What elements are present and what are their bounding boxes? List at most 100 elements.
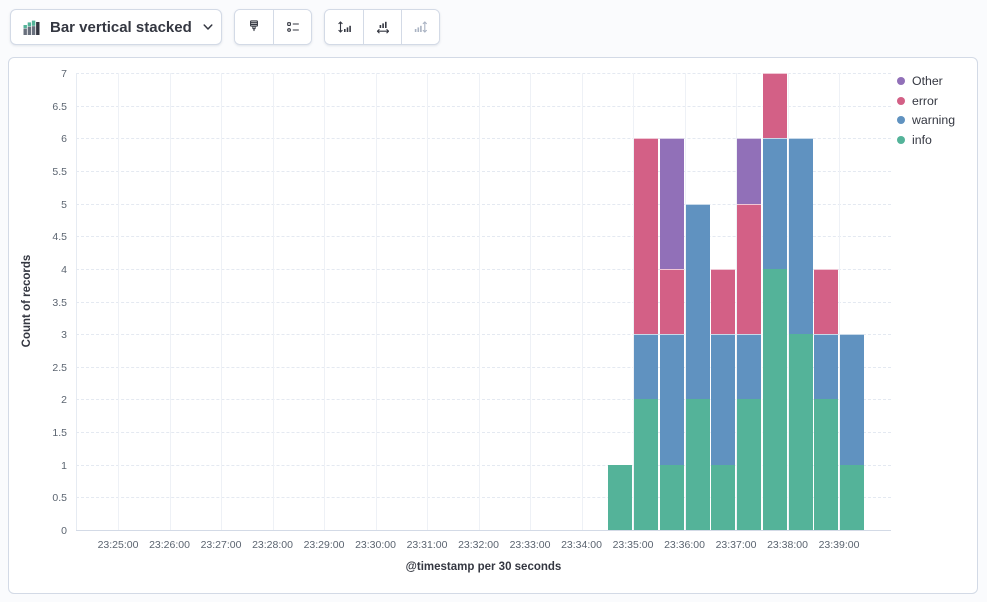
x-gridline bbox=[324, 73, 325, 530]
legend-label: Other bbox=[912, 74, 943, 88]
vertical-axis-icon bbox=[336, 19, 352, 35]
bar-segment-warning[interactable] bbox=[762, 138, 787, 269]
bar-segment-info[interactable] bbox=[788, 334, 813, 530]
y-tick-label: 6.5 bbox=[52, 100, 67, 113]
toolbar: Bar vertical stacked bbox=[10, 9, 440, 45]
x-tick-label: 23:34:00 bbox=[561, 539, 602, 551]
y-tick-label: 4 bbox=[61, 263, 67, 276]
style-button-group bbox=[234, 9, 312, 45]
legend-label: info bbox=[912, 132, 932, 147]
x-tick-label: 23:31:00 bbox=[406, 539, 448, 551]
bar-segment-error[interactable] bbox=[814, 268, 839, 335]
x-tick-label: 23:39:00 bbox=[818, 539, 860, 551]
legend-label: warning bbox=[912, 113, 956, 127]
x-gridline bbox=[684, 73, 686, 530]
legend-list-icon bbox=[285, 19, 301, 35]
y-gridline bbox=[76, 366, 891, 368]
legend-label: error bbox=[912, 93, 938, 108]
legend-settings-button[interactable] bbox=[273, 10, 311, 44]
visual-options-button[interactable] bbox=[235, 10, 273, 44]
bar-segment-info[interactable] bbox=[840, 464, 864, 530]
y-tick-label: 7 bbox=[61, 68, 67, 80]
x-axis-title: @timestamp per 30 seconds bbox=[405, 561, 562, 573]
bar-segment-warning[interactable] bbox=[711, 334, 736, 465]
chevron-down-icon bbox=[201, 20, 215, 34]
bar-segment-info[interactable] bbox=[711, 464, 736, 530]
legend-dot bbox=[897, 135, 905, 144]
y-tick-label: 0.5 bbox=[52, 492, 67, 505]
legend-dot bbox=[897, 96, 905, 105]
x-gridline bbox=[787, 73, 789, 530]
legend-item-info[interactable]: info bbox=[897, 133, 955, 147]
x-tick-label: 23:37:00 bbox=[715, 539, 757, 551]
right-axis-icon bbox=[413, 19, 429, 35]
x-tick-label: 23:38:00 bbox=[767, 539, 808, 551]
bar-segment-warning[interactable] bbox=[737, 334, 761, 400]
legend: Other error warning info bbox=[897, 74, 955, 152]
bar-segment-error[interactable] bbox=[634, 138, 658, 335]
bar-segment-warning[interactable] bbox=[814, 334, 839, 400]
y-gridline bbox=[76, 334, 891, 336]
bar-segment-info[interactable] bbox=[634, 399, 658, 530]
legend-item-warning[interactable]: warning bbox=[897, 113, 955, 127]
bar-segment-warning[interactable] bbox=[634, 334, 658, 400]
x-gridline bbox=[581, 73, 583, 530]
legend-dot bbox=[897, 116, 905, 124]
legend-item-error[interactable]: error bbox=[897, 94, 955, 108]
y-gridline bbox=[76, 301, 891, 303]
x-tick-label: 23:28:00 bbox=[252, 539, 293, 551]
bar-segment-info[interactable] bbox=[659, 464, 684, 530]
bar-segment-warning[interactable] bbox=[659, 334, 684, 465]
bar-segment-warning[interactable] bbox=[788, 138, 813, 335]
bar-segment-info[interactable] bbox=[762, 268, 787, 530]
bar-segment-error[interactable] bbox=[762, 73, 787, 139]
bar-segment-other[interactable] bbox=[737, 138, 761, 204]
x-gridline bbox=[839, 73, 840, 530]
stacked-bar-chart-icon bbox=[23, 18, 41, 36]
y-gridline bbox=[76, 73, 891, 74]
x-tick-label: 23:29:00 bbox=[303, 539, 345, 551]
y-tick-label: 1 bbox=[61, 459, 67, 472]
bar-segment-info[interactable] bbox=[608, 464, 633, 530]
y-tick-label: 4.5 bbox=[52, 231, 67, 244]
bar-segment-error[interactable] bbox=[659, 268, 684, 335]
x-axis-line bbox=[76, 530, 891, 531]
x-tick-label: 23:30:00 bbox=[355, 539, 396, 551]
chart-type-selector[interactable]: Bar vertical stacked bbox=[10, 9, 222, 45]
bar-segment-info[interactable] bbox=[814, 399, 839, 530]
x-gridline bbox=[736, 73, 737, 530]
horizontal-axis-icon bbox=[375, 19, 391, 35]
x-gridline bbox=[169, 73, 171, 530]
y-tick-label: 1.5 bbox=[52, 427, 67, 440]
bar-segment-error[interactable] bbox=[711, 268, 736, 335]
y-tick-label: 3.5 bbox=[52, 296, 67, 309]
x-gridline bbox=[478, 73, 480, 530]
y-gridline bbox=[76, 497, 891, 499]
y-gridline bbox=[76, 138, 891, 140]
y-tick-label: 2.5 bbox=[52, 361, 67, 374]
bar-segment-info[interactable] bbox=[737, 399, 761, 530]
y-tick-label: 3 bbox=[61, 329, 67, 342]
bar-segment-warning[interactable] bbox=[840, 334, 864, 465]
x-gridline bbox=[427, 73, 428, 530]
bar-segment-other[interactable] bbox=[659, 138, 684, 269]
x-gridline bbox=[118, 73, 119, 530]
right-axis-button[interactable] bbox=[401, 10, 439, 44]
left-axis-button[interactable] bbox=[325, 10, 363, 44]
x-gridline bbox=[530, 73, 531, 530]
x-tick-label: 23:25:00 bbox=[97, 539, 139, 551]
y-gridline bbox=[76, 464, 891, 466]
y-gridline bbox=[76, 170, 891, 172]
bar-segment-warning[interactable] bbox=[685, 203, 710, 400]
x-gridline bbox=[221, 73, 222, 530]
y-gridline bbox=[76, 105, 891, 107]
x-tick-label: 23:33:00 bbox=[509, 539, 551, 551]
x-tick-label: 23:36:00 bbox=[664, 539, 705, 551]
bar-segment-info[interactable] bbox=[685, 399, 710, 530]
bar-segment-error[interactable] bbox=[737, 203, 761, 335]
legend-item-other[interactable]: Other bbox=[897, 74, 955, 88]
bottom-axis-button[interactable] bbox=[363, 10, 401, 44]
y-tick-label: 6 bbox=[61, 133, 67, 146]
y-tick-label: 0 bbox=[61, 525, 67, 537]
legend-dot bbox=[897, 77, 905, 85]
